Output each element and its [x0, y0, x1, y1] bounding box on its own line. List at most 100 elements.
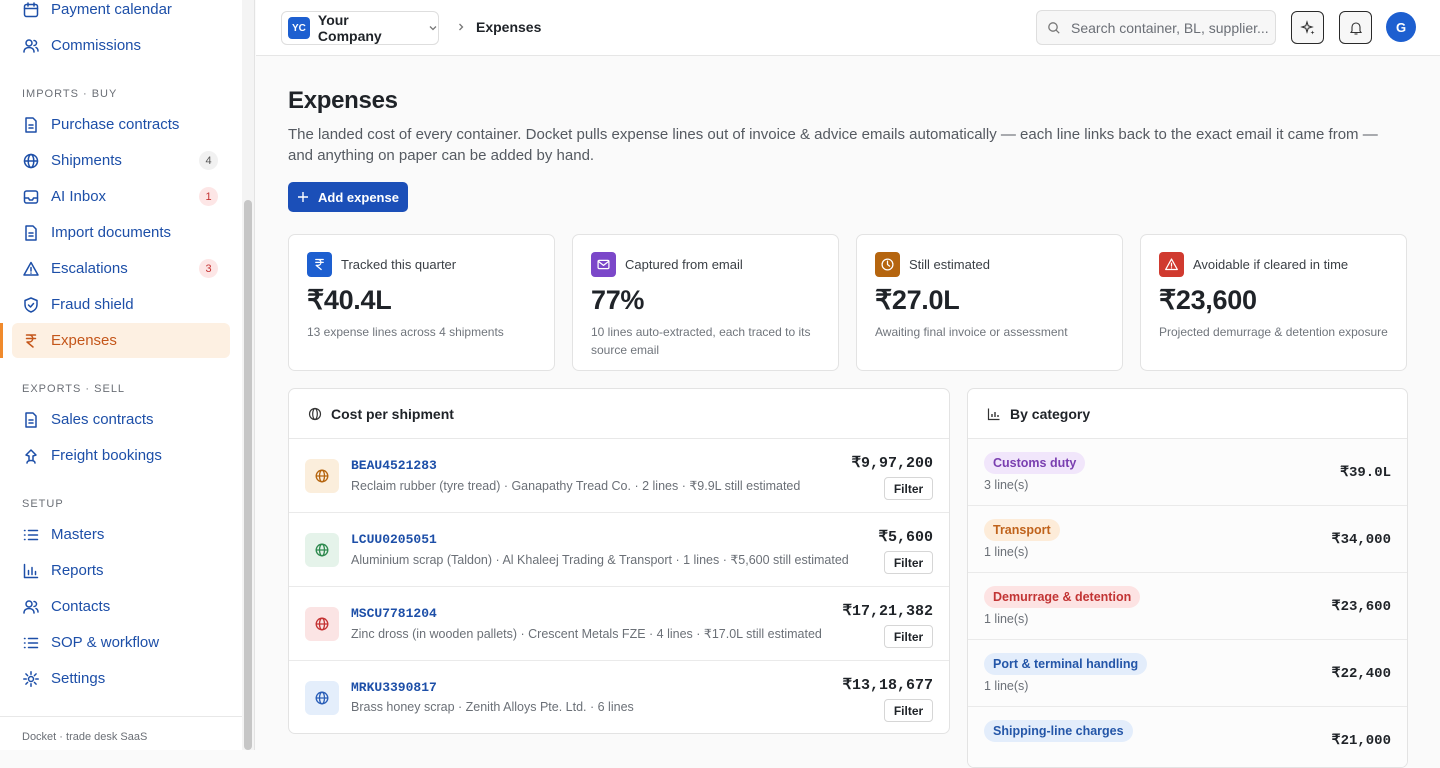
active-indicator	[0, 323, 3, 358]
nav-item[interactable]: Expenses	[0, 323, 230, 358]
icon	[25, 224, 37, 241]
category-tag: Transport	[984, 519, 1060, 541]
company-initials: YC	[288, 17, 310, 39]
stat-card: Avoidable if cleared in time ₹23,600 Proje…	[1140, 234, 1407, 371]
nav-item[interactable]: Freight bookings	[12, 438, 230, 473]
nav-item[interactable]: Sales contracts	[12, 402, 230, 437]
icon	[23, 38, 39, 53]
nav-label: Freight bookings	[51, 447, 162, 464]
breadcrumb-current: Expenses	[476, 19, 542, 35]
stat-icon	[1159, 252, 1184, 277]
shipment-amount: ₹13,18,677	[842, 677, 933, 694]
container-number[interactable]: BEAU4521283	[351, 458, 437, 473]
nav-item[interactable]: SOP & workflow	[12, 625, 230, 660]
stat-value: ₹40.4L	[307, 285, 392, 315]
stat-label: Captured from email	[625, 257, 743, 272]
nav-item[interactable]: Masters	[12, 517, 230, 552]
add-expense-label: Add expense	[318, 189, 399, 205]
search-box[interactable]: Search container, BL, supplier...	[1036, 10, 1276, 45]
stat-card: Still estimated ₹27.0L Awaiting final invo…	[856, 234, 1123, 371]
stat-value: 77%	[591, 285, 645, 315]
category-row: Customs duty 3 line(s) ₹39.0L	[968, 439, 1407, 506]
nav-item[interactable]: Escalations 3	[12, 251, 230, 286]
avatar[interactable]: G	[1386, 12, 1416, 42]
stat-icon	[591, 252, 616, 277]
nav-item[interactable]: Fraud shield	[12, 287, 230, 322]
add-expense-button[interactable]: Add expense	[288, 182, 408, 212]
nav-badge: 3	[199, 259, 218, 278]
panel-header: Cost per shipment	[289, 389, 949, 439]
category-count: 3 line(s)	[984, 478, 1029, 492]
icon	[23, 637, 39, 648]
icon	[23, 529, 39, 540]
category-amount: ₹21,000	[1331, 733, 1391, 749]
nav-badge: 4	[199, 151, 218, 170]
shipment-icon	[305, 459, 339, 493]
icon	[25, 448, 37, 464]
nav-label: Expenses	[51, 332, 117, 349]
search-placeholder: Search container, BL, supplier...	[1071, 19, 1269, 36]
shipment-amount: ₹17,21,382	[842, 603, 933, 620]
nav-item[interactable]: Payment calendar	[12, 0, 230, 27]
icon	[23, 563, 39, 578]
category-count: 1 line(s)	[984, 545, 1029, 559]
icon	[23, 599, 39, 614]
ai-button[interactable]	[1291, 11, 1324, 44]
shipment-description: Zinc dross (in wooden pallets) · Crescen…	[351, 627, 822, 641]
category-amount: ₹39.0L	[1340, 465, 1391, 481]
stat-icon	[875, 252, 900, 277]
nav-label: Shipments	[51, 152, 122, 169]
shipment-list: BEAU4521283 Reclaim rubber (tyre tread) ·…	[289, 439, 949, 733]
container-number[interactable]: LCUU0205051	[351, 532, 437, 547]
nav-item[interactable]: Contacts	[12, 589, 230, 624]
category-list: Customs duty 3 line(s) ₹39.0L Transport 1 li…	[968, 439, 1407, 767]
nav-item[interactable]: Shipments 4	[12, 143, 230, 178]
shipment-row: LCUU0205051 Aluminium scrap (Taldon) · Al…	[289, 513, 949, 587]
nav-label: Escalations	[51, 260, 128, 277]
icon	[315, 469, 329, 483]
shipment-row: MRKU3390817 Brass honey scrap · Zenith Al…	[289, 661, 949, 733]
shipment-description: Reclaim rubber (tyre tread) · Ganapathy …	[351, 479, 801, 493]
nav-item[interactable]: Commissions	[12, 28, 230, 63]
category-count: 1 line(s)	[984, 679, 1029, 693]
filter-button[interactable]: Filter	[884, 551, 933, 574]
icon	[315, 258, 324, 271]
plus-icon	[298, 192, 309, 202]
stat-cards: Tracked this quarter ₹40.4L 13 expense lin…	[288, 234, 1407, 371]
page-description: The landed cost of every container. Dock…	[288, 126, 1378, 164]
filter-button[interactable]: Filter	[884, 625, 933, 648]
icon	[1165, 258, 1178, 271]
category-tag: Customs duty	[984, 452, 1086, 474]
company-switcher[interactable]: YC Your Company	[281, 11, 439, 45]
container-number[interactable]: MSCU7781204	[351, 606, 437, 621]
category-row: Shipping-line charges ₹21,000	[968, 707, 1407, 767]
nav-item[interactable]: Settings	[12, 661, 230, 696]
stat-card: Tracked this quarter ₹40.4L 13 expense lin…	[288, 234, 555, 371]
notifications-button[interactable]	[1339, 11, 1372, 44]
nav-item[interactable]: Import documents	[12, 215, 230, 250]
nav-label: Import documents	[51, 224, 172, 241]
category-row: Demurrage & detention 1 line(s) ₹23,600	[968, 573, 1407, 640]
icon	[25, 116, 37, 133]
nav-item[interactable]: AI Inbox 1	[12, 179, 230, 214]
filter-button[interactable]: Filter	[884, 477, 933, 500]
container-number[interactable]: MRKU3390817	[351, 680, 437, 695]
nav-label: SOP & workflow	[51, 634, 160, 651]
shipment-row: BEAU4521283 Reclaim rubber (tyre tread) ·…	[289, 439, 949, 513]
chart-icon	[987, 408, 1000, 420]
category-amount: ₹34,000	[1331, 532, 1391, 548]
stat-value: ₹23,600	[1159, 285, 1257, 315]
stat-label: Tracked this quarter	[341, 257, 457, 272]
shipment-icon	[305, 681, 339, 715]
filter-button[interactable]: Filter	[884, 699, 933, 722]
scrollbar-thumb[interactable]	[244, 200, 252, 750]
nav-item[interactable]: Reports	[12, 553, 230, 588]
company-name: Your Company	[317, 12, 382, 44]
stat-note: Projected demurrage & detention exposure	[1159, 325, 1388, 339]
nav-label: Settings	[51, 670, 106, 687]
search-icon	[1048, 21, 1060, 34]
icon	[315, 543, 329, 557]
icon	[24, 296, 38, 313]
nav-item[interactable]: Purchase contracts	[12, 107, 230, 142]
